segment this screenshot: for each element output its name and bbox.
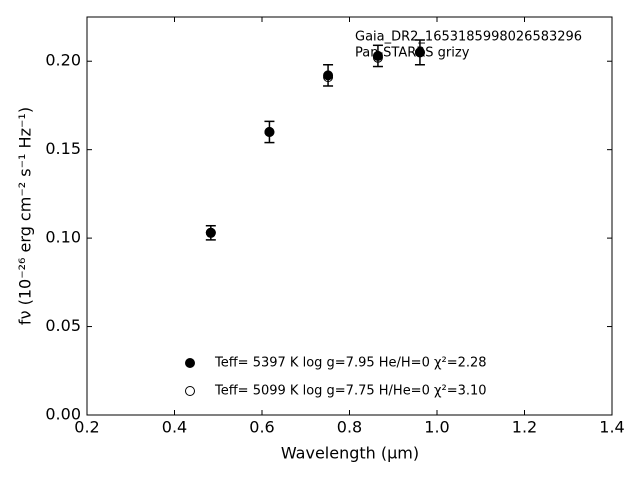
- y-tick-label: 0.10: [45, 228, 81, 247]
- y-axis-label: fν (10⁻²⁶ erg cm⁻² s⁻¹ Hz⁻¹): [16, 107, 35, 325]
- x-tick-label: 1.0: [424, 418, 449, 437]
- x-tick-label: 1.4: [599, 418, 624, 437]
- point: [205, 227, 216, 238]
- point: [323, 70, 334, 81]
- point: [264, 126, 275, 137]
- legend-label: Teff= 5397 K log g=7.95 He/H=0 χ²=2.28: [214, 356, 487, 371]
- x-tick-label: 0.2: [74, 418, 99, 437]
- x-tick-label: 0.4: [162, 418, 187, 437]
- y-tick-label: 0.05: [45, 316, 81, 335]
- y-tick-label: 0.00: [45, 405, 81, 424]
- point: [414, 47, 425, 58]
- x-tick-label: 0.8: [337, 418, 362, 437]
- x-axis-label: Wavelength (μm): [281, 444, 419, 463]
- y-tick-label: 0.15: [45, 139, 81, 158]
- legend-marker: [185, 358, 195, 368]
- point: [372, 50, 383, 61]
- annotation: Gaia_DR2_1653185998026583296: [355, 30, 582, 45]
- y-tick-label: 0.20: [45, 51, 81, 70]
- x-tick-label: 1.2: [512, 418, 537, 437]
- annotation: Pan-STARRS grizy: [355, 46, 470, 61]
- x-tick-label: 0.6: [249, 418, 274, 437]
- legend-marker: [185, 386, 195, 396]
- legend-label: Teff= 5099 K log g=7.75 H/He=0 χ²=3.10: [214, 384, 487, 399]
